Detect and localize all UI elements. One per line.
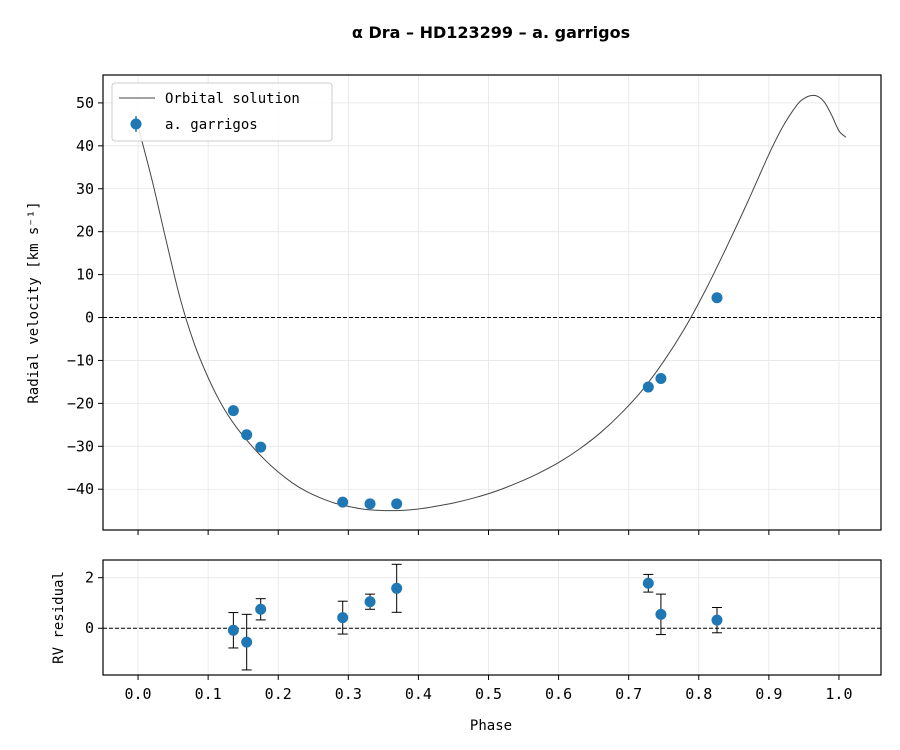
rv-data-point [364,498,376,510]
x-tick-label: 0.2 [265,685,292,703]
rv-y-tick-label: 20 [76,223,94,241]
residual-y-ticks: 20 [85,569,103,637]
rv-data-point [391,498,403,510]
rv-y-tick-label: 0 [85,309,94,327]
rv-data-point [227,405,239,417]
rv-data-point [655,372,667,384]
rv-y-tick-label: 50 [76,94,94,112]
residual-points [227,577,723,648]
residual-axes-frame [102,559,882,676]
x-tick-label: 0.4 [405,685,432,703]
residual-point [655,608,667,620]
rv-panel: 50 40 30 20 10 0 −10 −20 −30 −40 Radial velocity … [26,74,882,535]
x-tick-label: 0.0 [124,685,151,703]
legend-point-swatch [130,118,142,130]
x-tick-label: 0.3 [335,685,362,703]
residual-point [711,614,723,626]
residual-point [364,596,376,608]
x-tick-label: 0.1 [195,685,222,703]
rv-y-tick-label: −30 [67,437,94,455]
residual-point [642,577,654,589]
residual-point [391,582,403,594]
legend-entry-data: a. garrigos [165,117,258,133]
residual-point [337,612,349,624]
chart-title: α Dra – HD123299 – a. garrigos [352,23,630,42]
residual-x-ticks: 0.0 0.1 0.2 0.3 0.4 0.5 0.6 0.7 0.8 0.9 1.0 [124,675,852,703]
legend: Orbital solution a. garrigos [111,82,333,142]
rv-y-tick-label: −40 [67,480,94,498]
residual-y-tick-label: 2 [85,569,94,587]
rv-y-tick-label: 30 [76,180,94,198]
rv-data-point [337,496,349,508]
rv-y-tick-label: 40 [76,137,94,155]
residual-y-tick-label: 0 [85,619,94,637]
rv-axes-frame [102,74,882,531]
rv-data-point [642,381,654,393]
legend-box [111,82,333,142]
rv-y-axis-label: Radial velocity [km s⁻¹] [26,201,42,403]
rv-data-point [241,429,253,441]
rv-data-point [255,441,267,453]
residual-point [255,603,267,615]
rv-data-point [711,292,723,304]
x-tick-label: 0.7 [615,685,642,703]
rv-y-tick-label: −10 [67,351,94,369]
rv-y-tick-label: 10 [76,266,94,284]
rv-y-ticks: 50 40 30 20 10 0 −10 −20 −30 −40 [67,94,103,498]
residual-point [227,624,239,636]
x-tick-label: 0.6 [545,685,572,703]
residual-y-axis-label: RV residual [51,571,67,664]
rv-data-points [227,292,723,510]
rv-grid [103,75,881,530]
legend-entry-orbital-solution: Orbital solution [165,91,300,107]
residual-point [241,636,253,648]
x-tick-label: 0.8 [685,685,712,703]
rv-x-ticks [137,530,840,535]
rv-y-tick-label: −20 [67,394,94,412]
x-axis-label: Phase [470,718,512,734]
x-tick-label: 0.9 [755,685,782,703]
x-tick-label: 0.5 [475,685,502,703]
x-tick-label: 1.0 [825,685,852,703]
residual-panel: 20 0.0 0.1 0.2 0.3 0.4 0.5 0.6 0.7 0.8 0.9 1.0 RV … [51,559,882,734]
